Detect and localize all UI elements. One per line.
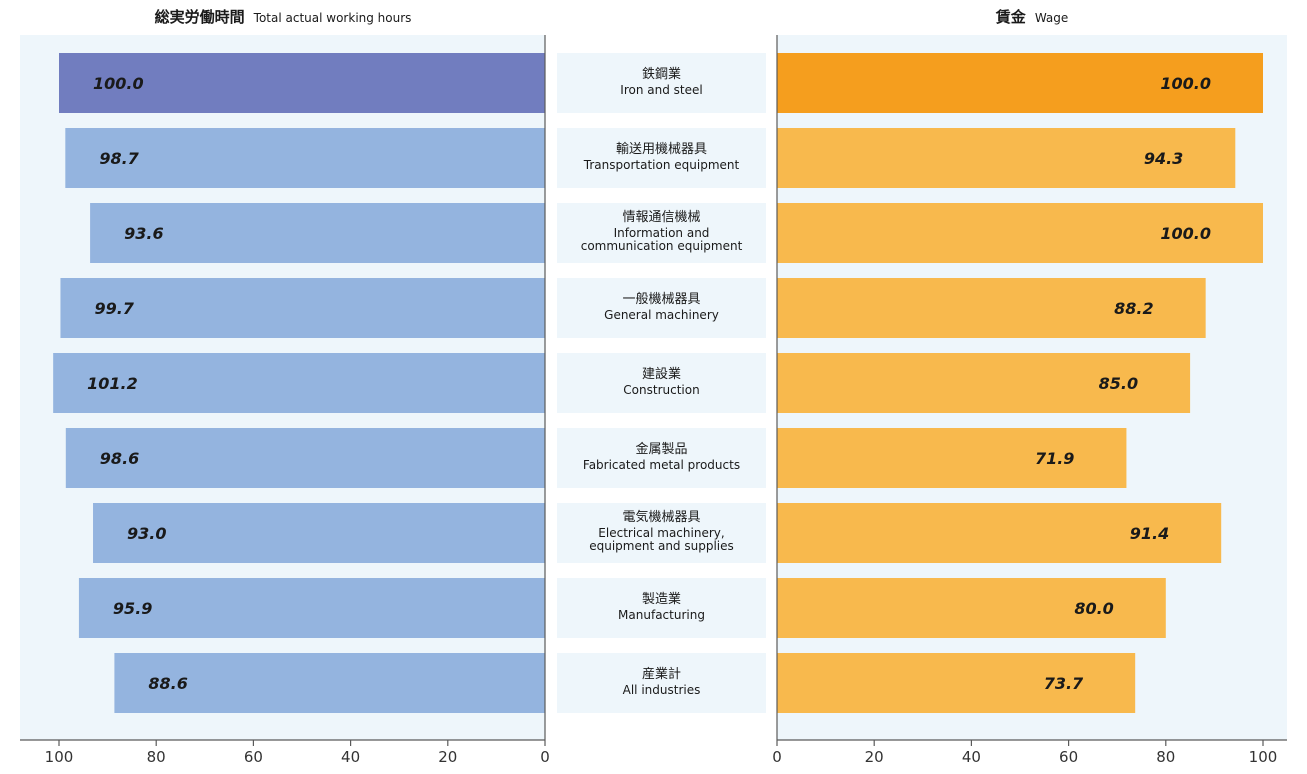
wage-value-label: 85.0	[1099, 374, 1138, 393]
hours-panel-title: 総実労働時間 Total actual working hours	[155, 7, 412, 26]
hours-bar	[65, 128, 546, 188]
wage-value-label: 91.4	[1130, 524, 1169, 543]
hours-bar	[65, 428, 545, 488]
industry-label-box	[557, 653, 766, 713]
hours-value-label: 93.6	[124, 224, 163, 243]
industry-label-box	[557, 53, 766, 113]
wage-bar	[777, 128, 1236, 188]
wage-bar	[777, 53, 1263, 113]
hours-tick-label: 60	[244, 748, 263, 766]
industry-name-en: Iron and steel	[620, 83, 702, 97]
industry-name-en: All industries	[623, 683, 701, 697]
wage-bar	[777, 503, 1222, 563]
industry-name-jp: 建設業	[642, 366, 681, 382]
hours-tick-label: 80	[147, 748, 166, 766]
hours-value-label: 93.0	[127, 524, 166, 543]
hours-bar	[114, 653, 546, 713]
industry-name-jp: 製造業	[642, 591, 681, 607]
wage-bar	[777, 653, 1136, 713]
wage-bar	[777, 353, 1191, 413]
industry-label-box	[557, 128, 766, 188]
industry-label-box	[557, 203, 766, 263]
industry-name-en: Fabricated metal products	[583, 458, 740, 472]
industry-name-jp: 金属製品	[635, 441, 687, 457]
hours-bar	[90, 203, 545, 263]
wage-value-label: 94.3	[1144, 149, 1183, 168]
wage-panel-title: 賃金 Wage	[995, 7, 1069, 26]
industry-name-jp: 産業計	[642, 666, 681, 682]
wage-value-label: 71.9	[1035, 449, 1074, 468]
industry-label-box	[557, 428, 766, 488]
hours-value-label: 95.9	[113, 599, 152, 618]
wage-bar	[777, 203, 1263, 263]
hours-tick-label: 20	[438, 748, 457, 766]
wage-tick-label: 100	[1249, 748, 1278, 766]
hours-title-jp: 総実労働時間	[155, 8, 245, 26]
hours-bar	[60, 278, 545, 338]
industry-name-en: communication equipment	[581, 239, 743, 253]
industry-name-en: Electrical machinery,	[598, 526, 724, 540]
hours-bar	[78, 578, 546, 638]
wage-bar	[777, 578, 1166, 638]
wage-bar	[777, 428, 1127, 488]
hours-tick-label: 100	[45, 748, 74, 766]
industry-name-jp: 電気機械器具	[622, 509, 700, 525]
industry-name-en: Manufacturing	[618, 608, 705, 622]
industry-label-box	[557, 503, 766, 563]
industry-name-jp: 情報通信機械	[622, 210, 700, 225]
industry-name-jp: 輸送用機械器具	[616, 142, 707, 157]
hours-value-label: 100.0	[93, 74, 144, 93]
hours-bar	[93, 503, 546, 563]
wage-tick-label: 80	[1156, 748, 1175, 766]
bars-layer: 100.0 100.0 98.7 94.3 93.6 100.0 99.7 88.2 101.2…	[53, 53, 1263, 713]
industry-label-box	[557, 353, 766, 413]
hours-bar	[59, 53, 545, 113]
industry-name-en: General machinery	[604, 308, 719, 322]
wage-value-label: 88.2	[1114, 299, 1153, 318]
axes-layer: 100 80 60 40 20 0 0 20 40 60 80 100	[20, 35, 1287, 766]
industry-name-jp: 鉄鋼業	[642, 66, 681, 82]
wage-tick-label: 0	[772, 748, 782, 766]
hours-value-label: 99.7	[94, 299, 134, 318]
wage-tick-label: 40	[962, 748, 981, 766]
hours-bar	[53, 353, 545, 413]
wage-title-en: Wage	[1035, 11, 1068, 25]
wage-title-jp: 賃金	[995, 8, 1027, 26]
industry-label-box	[557, 578, 766, 638]
wage-value-label: 100.0	[1160, 224, 1211, 243]
wage-value-label: 80.0	[1074, 599, 1113, 618]
wage-bar	[777, 278, 1206, 338]
hours-value-label: 88.6	[148, 674, 187, 693]
industry-label-box	[557, 278, 766, 338]
hours-value-label: 98.6	[100, 449, 139, 468]
industry-name-en: Construction	[623, 383, 699, 397]
hours-title-en: Total actual working hours	[253, 11, 412, 25]
wage-value-label: 73.7	[1044, 674, 1084, 693]
industry-name-en: Transportation equipment	[583, 158, 740, 172]
hours-value-label: 101.2	[87, 374, 138, 393]
industry-name-jp: 一般機械器具	[622, 291, 700, 307]
wage-tick-label: 60	[1059, 748, 1078, 766]
wage-tick-label: 20	[865, 748, 884, 766]
industry-name-en: equipment and supplies	[589, 539, 734, 553]
industry-name-en: Information and	[614, 226, 710, 240]
hours-tick-label: 0	[540, 748, 550, 766]
hours-tick-label: 40	[341, 748, 360, 766]
hours-value-label: 98.7	[99, 149, 139, 168]
wage-value-label: 100.0	[1160, 74, 1211, 93]
